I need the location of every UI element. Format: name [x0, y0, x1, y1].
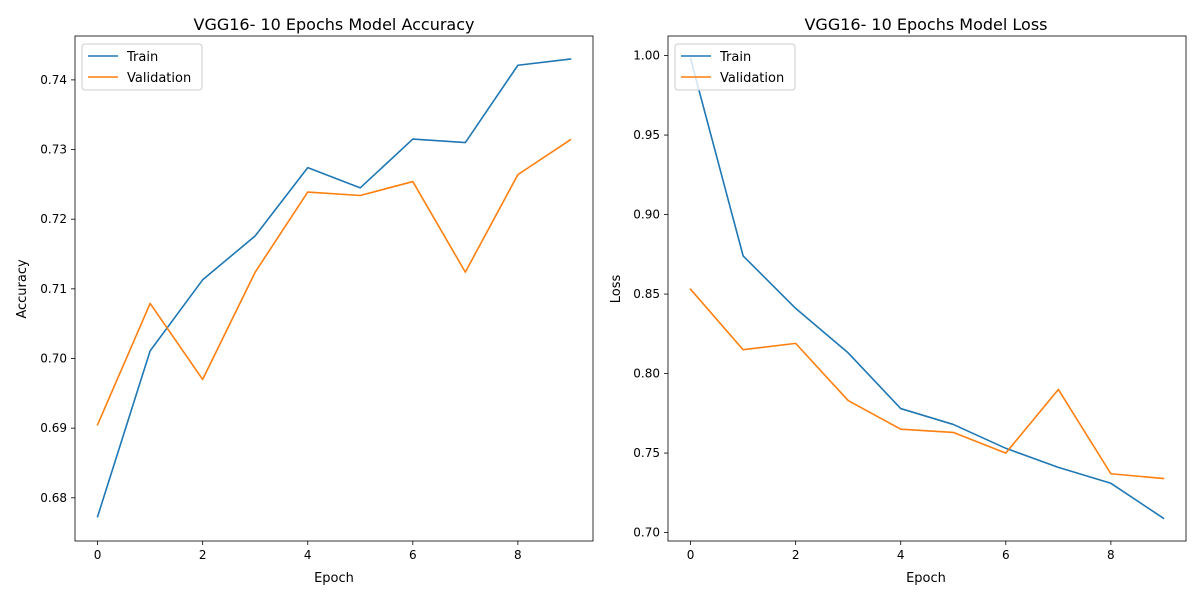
loss-x-tick-label: 6 [1002, 548, 1010, 562]
loss-x-tick-label: 8 [1107, 548, 1115, 562]
accuracy-y-tick-label: 0.71 [40, 282, 67, 296]
accuracy-y-tick-label: 0.69 [40, 421, 67, 435]
loss-validation-line [689, 288, 1165, 480]
loss-y-axis-label: Loss [609, 275, 624, 304]
loss-x-tick-label: 4 [897, 548, 905, 562]
accuracy-legend-validation-label: Validation [127, 71, 191, 86]
accuracy-ticks: 0 2 4 6 8 0.68 0.69 0.70 0.71 0.72 0.73 0.74 [40, 73, 521, 562]
loss-legend: Train Validation [674, 43, 796, 91]
loss-y-tick-label: 1.00 [633, 49, 660, 63]
loss-x-tick-label: 2 [792, 548, 800, 562]
accuracy-x-tick-label: 0 [94, 548, 102, 562]
accuracy-y-tick-label: 0.68 [40, 491, 67, 505]
accuracy-x-tick-label: 8 [514, 548, 522, 562]
loss-y-tick-label: 0.90 [633, 208, 660, 222]
accuracy-x-tick-label: 6 [409, 548, 417, 562]
accuracy-y-tick-label: 0.74 [40, 73, 67, 87]
loss-train-line [689, 57, 1165, 520]
loss-chart: VGG16- 10 Epochs Model Loss 0 2 4 6 8 0.70 0.7… [609, 15, 1187, 586]
accuracy-lines [96, 58, 572, 518]
accuracy-x-axis-label: Epoch [314, 571, 354, 586]
loss-x-axis-label: Epoch [906, 571, 946, 586]
loss-y-tick-label: 0.80 [633, 367, 660, 381]
loss-ticks: 0 2 4 6 8 0.70 0.75 0.80 0.85 0.90 0.95 1.00 [633, 49, 1114, 562]
loss-x-tick-label: 0 [687, 548, 695, 562]
loss-y-tick-label: 0.70 [633, 526, 660, 540]
accuracy-train-line [96, 58, 572, 518]
loss-legend-validation-label: Validation [720, 71, 784, 86]
accuracy-validation-line [96, 138, 572, 426]
loss-plot-frame [667, 35, 1187, 542]
loss-legend-train-label: Train [719, 50, 751, 65]
accuracy-y-tick-label: 0.72 [40, 212, 67, 226]
accuracy-x-tick-label: 2 [199, 548, 207, 562]
accuracy-y-tick-label: 0.70 [40, 352, 67, 366]
accuracy-y-axis-label: Accuracy [15, 259, 30, 319]
loss-chart-title: VGG16- 10 Epochs Model Loss [804, 15, 1047, 34]
loss-y-tick-label: 0.75 [633, 446, 660, 460]
accuracy-chart-title: VGG16- 10 Epochs Model Accuracy [194, 15, 475, 34]
accuracy-legend: Train Validation [81, 43, 203, 91]
accuracy-plot-frame [74, 35, 594, 542]
accuracy-x-tick-label: 4 [304, 548, 312, 562]
accuracy-chart: VGG16- 10 Epochs Model Accuracy 0 2 4 6 8 0.6… [15, 15, 594, 586]
loss-y-tick-label: 0.85 [633, 287, 660, 301]
accuracy-y-tick-label: 0.73 [40, 143, 67, 157]
accuracy-legend-train-label: Train [126, 50, 158, 65]
loss-lines [689, 57, 1165, 520]
loss-y-tick-label: 0.95 [633, 128, 660, 142]
